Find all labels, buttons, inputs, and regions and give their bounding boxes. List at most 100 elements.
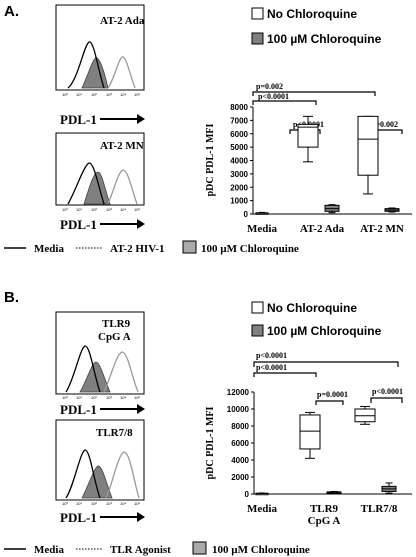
y-tick-label: 2000 bbox=[230, 183, 248, 192]
box-chart-b: 0 2000 4000 6000 8000 10000 12000 pDC PDL-1 MFI… bbox=[205, 388, 412, 527]
x-category-label: AT-2 Ada bbox=[300, 223, 345, 235]
histogram-title: TLR9 bbox=[102, 318, 131, 330]
sig-label: p=0.002 bbox=[371, 120, 398, 129]
histogram-xlabel: PDL-1 bbox=[60, 112, 97, 127]
media-histogram bbox=[67, 162, 105, 205]
histogram-title: TLR7/8 bbox=[96, 427, 133, 439]
legend-swatch-gray bbox=[182, 240, 197, 254]
y-tick-label: 1000 bbox=[230, 197, 248, 206]
sig-bracket bbox=[253, 361, 399, 367]
x-tick-label: 10¹ bbox=[76, 92, 82, 97]
x-tick-label: 10⁵ bbox=[134, 207, 140, 212]
significance-b bbox=[253, 361, 403, 405]
media-histogram bbox=[65, 449, 101, 499]
y-axis-label: pDC PDL-1 MFI bbox=[205, 407, 216, 480]
legend-swatch-filled bbox=[251, 324, 264, 337]
legend-label: Media bbox=[34, 243, 64, 255]
x-tick-label: 10⁵ bbox=[134, 395, 140, 400]
x-tick-label: 10⁵ bbox=[134, 92, 140, 97]
sig-label: p<0.0001 bbox=[256, 351, 287, 360]
legend-label: 100 µM Chloroquine bbox=[267, 32, 382, 46]
stimulus-histogram bbox=[107, 169, 138, 205]
x-tick-label: 10⁰ bbox=[62, 501, 68, 506]
histogram-xlabel: PDL-1 bbox=[60, 510, 97, 525]
x-tick-label: 10⁴ bbox=[120, 92, 126, 97]
x-tick-label: 10² bbox=[91, 207, 97, 212]
legend-label: No Chloroquine bbox=[267, 7, 357, 21]
box-body bbox=[297, 123, 319, 148]
y-tick-label: 8000 bbox=[230, 103, 248, 112]
histogram-xlabel: PDL-1 bbox=[60, 402, 97, 417]
x-tick-label: 10³ bbox=[106, 395, 112, 400]
legend-label: TLR Agonist bbox=[110, 544, 171, 556]
x-tick-label: 10⁰ bbox=[62, 92, 68, 97]
y-tick-label: 8000 bbox=[231, 422, 249, 431]
y-tick-label: 3000 bbox=[230, 170, 248, 179]
histogram-xlabel: PDL-1 bbox=[60, 217, 97, 232]
x-tick-label: 10² bbox=[91, 501, 97, 506]
legend-label: 100 µM Chloroquine bbox=[267, 324, 382, 338]
x-tick-label: 10³ bbox=[106, 207, 112, 212]
y-tick-label: 2000 bbox=[231, 473, 249, 482]
x-category-label: CpG A bbox=[308, 515, 341, 527]
x-tick-label: 10⁵ bbox=[134, 501, 140, 506]
legend-a: No Chloroquine 100 µM Chloroquine bbox=[251, 7, 382, 46]
x-category-label: TLR9 bbox=[310, 503, 339, 515]
x-tick-label: 10⁴ bbox=[120, 395, 126, 400]
sig-bracket bbox=[252, 100, 317, 105]
legend-label: Media bbox=[34, 544, 64, 556]
y-tick-label: 0 bbox=[244, 210, 249, 219]
sig-bracket bbox=[315, 400, 344, 405]
stimulus-histogram bbox=[103, 351, 139, 393]
arrow-head-icon bbox=[137, 114, 145, 124]
x-tick-label: 10⁰ bbox=[62, 207, 68, 212]
legend-b: No Chloroquine 100 µM Chloroquine bbox=[251, 301, 382, 338]
legend-swatch-gray bbox=[192, 541, 207, 555]
legend-label: AT-2 HIV-1 bbox=[110, 243, 165, 255]
histogram-title: AT-2 Ada bbox=[100, 15, 145, 27]
media-histogram bbox=[67, 41, 105, 89]
x-tick-label: 10³ bbox=[106, 92, 112, 97]
y-tick-label: 4000 bbox=[230, 157, 248, 166]
arrow-head-icon bbox=[137, 404, 145, 414]
y-tick-label: 10000 bbox=[227, 405, 250, 414]
x-tick-label: 10² bbox=[91, 395, 97, 400]
x-tick-label: 10¹ bbox=[76, 501, 82, 506]
sig-label: p<0.0001 bbox=[258, 92, 289, 101]
y-tick-label: 5000 bbox=[230, 143, 248, 152]
line-legend-b: Media TLR Agonist 100 µM Chloroquine bbox=[4, 541, 310, 556]
sig-bracket bbox=[253, 372, 317, 377]
sig-label: p=0.002 bbox=[256, 82, 283, 91]
legend-swatch-filled bbox=[251, 32, 264, 45]
box-chart-a: 0 1000 2000 3000 4000 5000 6000 7000 8000 pDC PDL… bbox=[205, 103, 412, 235]
x-tick-label: 10² bbox=[91, 92, 97, 97]
legend-label: 100 µM Chloroquine bbox=[212, 544, 310, 556]
x-tick-label: 10⁰ bbox=[62, 395, 68, 400]
histogram-b-bottom: TLR7/8 10⁰ 10¹ 10² 10³ 10⁴ 10⁵ PDL-1 bbox=[55, 419, 145, 525]
chloroquine-histogram bbox=[83, 171, 111, 205]
sig-bracket bbox=[252, 91, 376, 96]
x-category-label: Media bbox=[247, 503, 277, 515]
histogram-a-bottom: AT-2 MN 10⁰ 10¹ 10² 10³ 10⁴ 10⁵ PDL-1 bbox=[55, 132, 145, 232]
line-legend-a: Media AT-2 HIV-1 100 µM Chloroquine bbox=[4, 240, 299, 255]
x-category-label: Media bbox=[247, 223, 277, 235]
box-body bbox=[357, 115, 379, 176]
x-tick-label: 10⁴ bbox=[120, 207, 126, 212]
stimulus-histogram bbox=[105, 451, 140, 499]
y-tick-label: 12000 bbox=[227, 388, 250, 397]
box-body bbox=[299, 414, 321, 450]
y-axis-label: pDC PDL-1 MFI bbox=[205, 124, 216, 197]
stimulus-histogram bbox=[107, 56, 136, 89]
histogram-b-top: TLR9 CpG A 10⁰ 10¹ 10² 10³ 10⁴ 10⁵ PDL-1 bbox=[55, 311, 145, 417]
media-histogram bbox=[65, 345, 101, 393]
legend-swatch-open bbox=[251, 301, 264, 314]
y-tick-label: 6000 bbox=[230, 130, 248, 139]
legend-label: 100 µM Chloroquine bbox=[201, 243, 299, 255]
arrow-head-icon bbox=[137, 512, 145, 522]
sig-label: p=0.0001 bbox=[317, 390, 348, 399]
y-tick-label: 0 bbox=[245, 490, 250, 499]
x-tick-label: 10³ bbox=[106, 501, 112, 506]
legend-swatch-open bbox=[251, 7, 264, 20]
x-tick-label: 10⁴ bbox=[120, 501, 126, 506]
